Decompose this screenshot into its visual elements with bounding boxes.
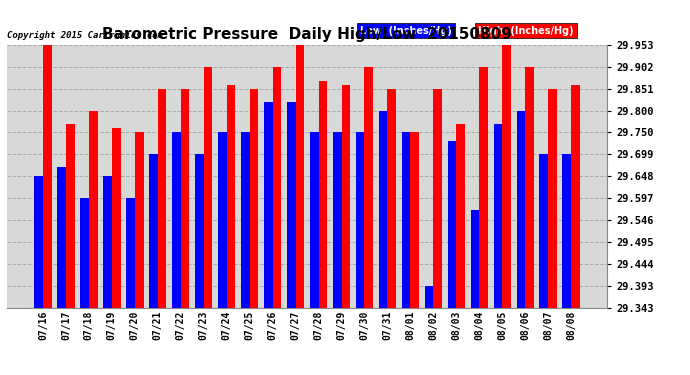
Bar: [149, 154, 158, 308]
Bar: [103, 176, 112, 308]
Bar: [57, 167, 66, 308]
Bar: [204, 67, 213, 308]
Bar: [480, 67, 488, 308]
Bar: [502, 45, 511, 308]
Bar: [181, 89, 190, 308]
Text: Copyright 2015 Cartronics.com: Copyright 2015 Cartronics.com: [7, 31, 163, 40]
Bar: [319, 81, 327, 308]
Bar: [562, 154, 571, 308]
Bar: [112, 128, 121, 308]
Bar: [287, 102, 295, 308]
Bar: [295, 45, 304, 308]
Bar: [264, 102, 273, 308]
Bar: [273, 67, 282, 308]
Bar: [411, 132, 419, 308]
Bar: [342, 85, 351, 308]
Bar: [540, 154, 549, 308]
Bar: [80, 198, 89, 308]
Bar: [517, 111, 525, 308]
Bar: [448, 141, 456, 308]
Bar: [379, 111, 388, 308]
Bar: [241, 132, 250, 308]
Bar: [226, 85, 235, 308]
Bar: [364, 67, 373, 308]
Bar: [195, 154, 204, 308]
Bar: [456, 124, 465, 308]
Text: Low  (Inches/Hg): Low (Inches/Hg): [360, 26, 452, 36]
Bar: [525, 67, 534, 308]
Bar: [126, 198, 135, 308]
Bar: [218, 132, 226, 308]
Bar: [433, 89, 442, 308]
Bar: [333, 132, 342, 308]
Bar: [158, 89, 166, 308]
Bar: [310, 132, 319, 308]
Bar: [402, 132, 411, 308]
Bar: [43, 45, 52, 308]
Bar: [471, 210, 480, 308]
Bar: [549, 89, 557, 308]
Bar: [388, 89, 396, 308]
Bar: [172, 132, 181, 308]
Bar: [250, 89, 258, 308]
Bar: [571, 85, 580, 308]
Bar: [34, 176, 43, 308]
Bar: [89, 111, 97, 308]
Bar: [424, 286, 433, 308]
Bar: [493, 124, 502, 308]
Bar: [135, 132, 144, 308]
Title: Barometric Pressure  Daily High/Low  20150809: Barometric Pressure Daily High/Low 20150…: [102, 27, 512, 42]
Bar: [66, 124, 75, 308]
Bar: [356, 132, 364, 308]
Text: High  (Inches/Hg): High (Inches/Hg): [478, 26, 574, 36]
